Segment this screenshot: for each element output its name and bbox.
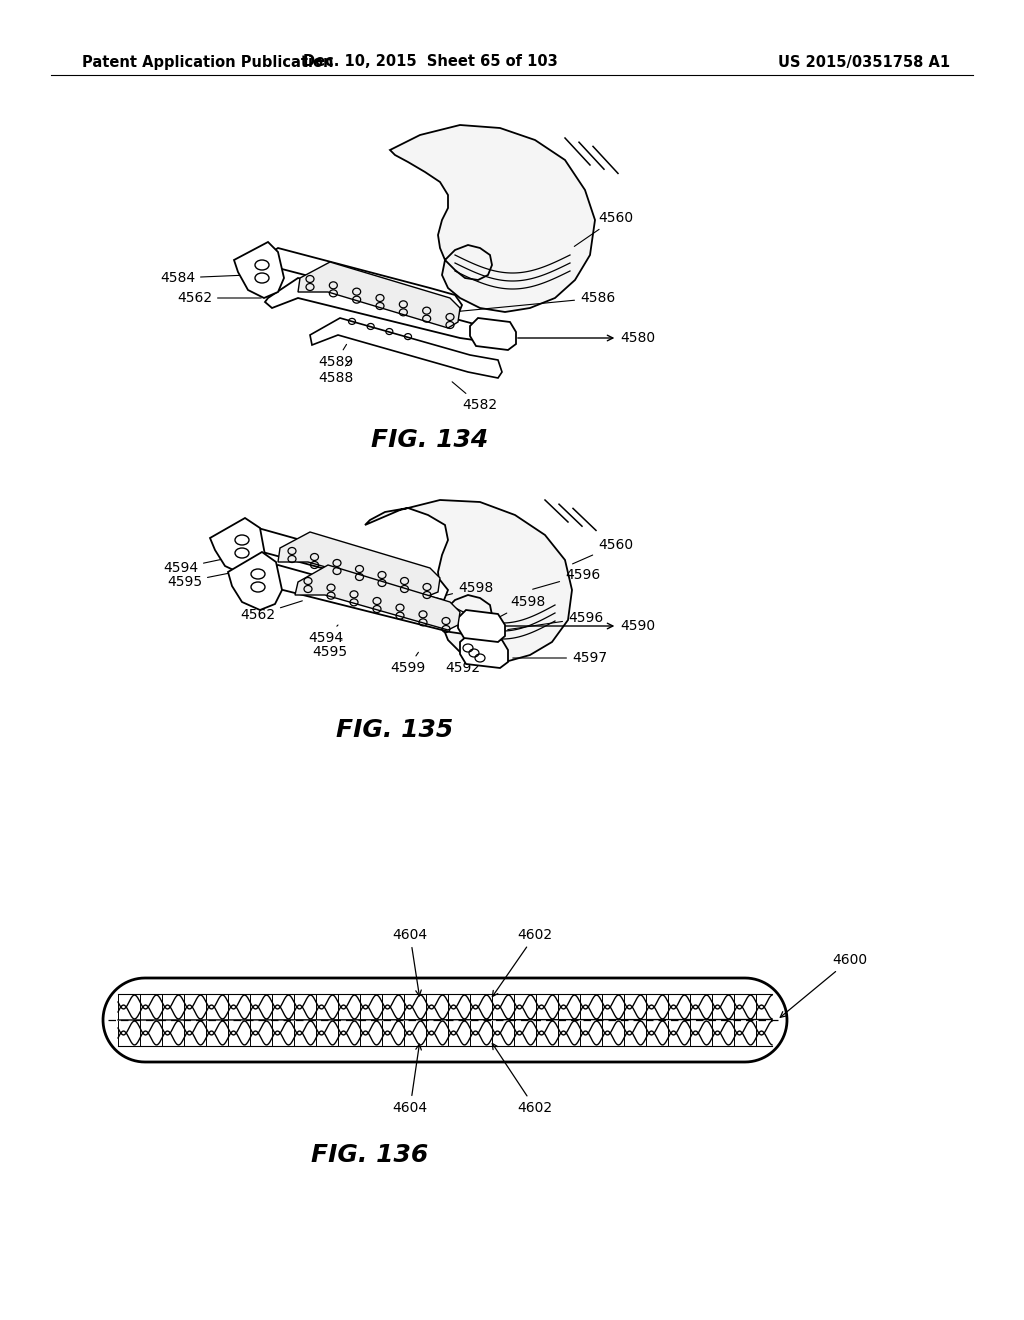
Text: 4604: 4604 bbox=[392, 1044, 428, 1115]
Polygon shape bbox=[458, 610, 505, 642]
Text: 4598: 4598 bbox=[493, 595, 545, 620]
Text: FIG. 134: FIG. 134 bbox=[372, 428, 488, 451]
Polygon shape bbox=[265, 279, 490, 342]
Text: 4595: 4595 bbox=[167, 573, 232, 589]
Text: 4594: 4594 bbox=[308, 624, 343, 645]
Polygon shape bbox=[310, 318, 502, 378]
Polygon shape bbox=[298, 261, 460, 327]
Text: 4600: 4600 bbox=[780, 953, 867, 1018]
Text: 4594: 4594 bbox=[163, 558, 225, 576]
Text: 4580: 4580 bbox=[518, 331, 655, 345]
Text: 4562: 4562 bbox=[240, 601, 302, 622]
Text: 4592: 4592 bbox=[445, 655, 480, 675]
Text: 4560: 4560 bbox=[574, 211, 633, 247]
Text: 4599: 4599 bbox=[390, 652, 425, 675]
Polygon shape bbox=[470, 318, 516, 350]
Polygon shape bbox=[103, 978, 787, 1063]
Text: 4588: 4588 bbox=[318, 360, 353, 385]
Text: 4584: 4584 bbox=[160, 271, 245, 285]
Text: 4604: 4604 bbox=[392, 928, 428, 995]
Polygon shape bbox=[278, 532, 440, 597]
Polygon shape bbox=[234, 242, 284, 298]
Text: Dec. 10, 2015  Sheet 65 of 103: Dec. 10, 2015 Sheet 65 of 103 bbox=[303, 54, 557, 70]
Text: 4602: 4602 bbox=[493, 1044, 553, 1115]
Polygon shape bbox=[365, 500, 572, 663]
Text: 4596: 4596 bbox=[508, 611, 603, 630]
Polygon shape bbox=[390, 125, 595, 312]
Text: 4586: 4586 bbox=[455, 290, 615, 312]
Text: 4602: 4602 bbox=[493, 928, 553, 997]
Text: FIG. 135: FIG. 135 bbox=[336, 718, 454, 742]
Text: 4582: 4582 bbox=[453, 381, 497, 412]
Text: 4560: 4560 bbox=[572, 539, 633, 564]
Polygon shape bbox=[210, 517, 265, 574]
Text: 4595: 4595 bbox=[312, 640, 347, 659]
Polygon shape bbox=[225, 528, 449, 601]
Polygon shape bbox=[245, 565, 480, 636]
Text: Patent Application Publication: Patent Application Publication bbox=[82, 54, 334, 70]
Text: 4562: 4562 bbox=[177, 290, 261, 305]
Text: 4596: 4596 bbox=[532, 568, 600, 589]
Polygon shape bbox=[228, 552, 282, 610]
Text: US 2015/0351758 A1: US 2015/0351758 A1 bbox=[778, 54, 950, 70]
Text: 4590: 4590 bbox=[505, 619, 655, 634]
Polygon shape bbox=[295, 565, 460, 630]
Text: 4597: 4597 bbox=[513, 651, 607, 665]
Text: 4589: 4589 bbox=[318, 345, 353, 370]
Polygon shape bbox=[460, 635, 508, 668]
Polygon shape bbox=[248, 248, 462, 315]
Text: 4598: 4598 bbox=[437, 581, 494, 598]
Text: FIG. 136: FIG. 136 bbox=[311, 1143, 429, 1167]
